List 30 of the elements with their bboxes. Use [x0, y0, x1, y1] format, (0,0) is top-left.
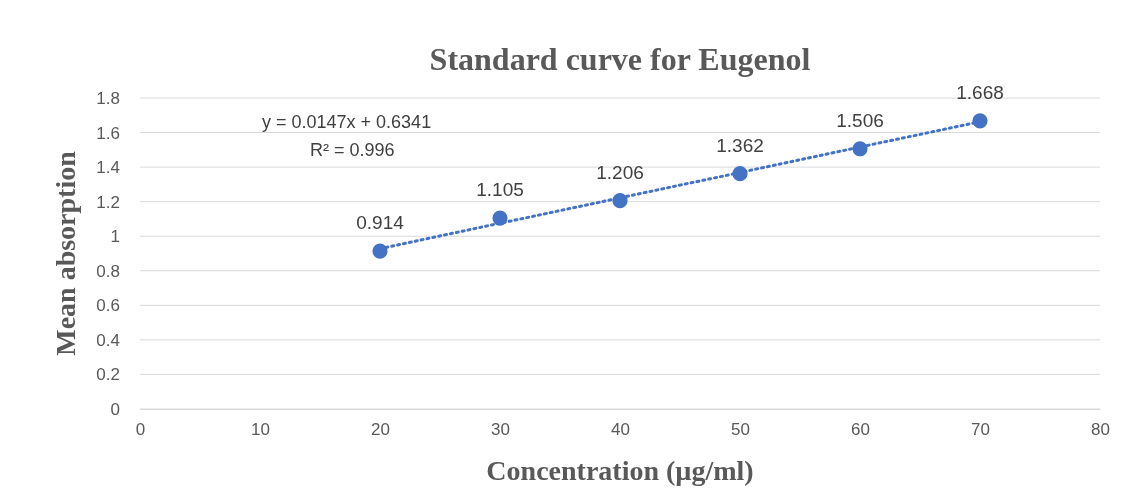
x-tick-label: 50 — [731, 420, 750, 440]
chart-title: Standard curve for Eugenol — [429, 41, 811, 77]
x-tick-label: 70 — [971, 420, 990, 440]
x-tick-label: 40 — [611, 420, 630, 440]
x-tick-label: 10 — [251, 420, 270, 440]
y-tick-label: 0.6 — [96, 296, 120, 316]
y-tick-label: 1.6 — [96, 123, 120, 143]
y-tick-label: 1.8 — [96, 88, 120, 108]
y-tick-label: 1 — [110, 227, 120, 247]
y-axis-title: Mean absorption — [50, 150, 81, 356]
y-tick-label: 1.4 — [96, 158, 120, 178]
annotation: R² = 0.996 — [310, 140, 395, 160]
data-label: 1.105 — [476, 179, 524, 201]
x-tick-label: 80 — [1091, 420, 1110, 440]
x-tick-label: 20 — [371, 420, 390, 440]
y-tick-label: 0.4 — [96, 330, 120, 350]
x-axis-title: Concentration (µg/ml) — [486, 455, 754, 486]
annotation: y = 0.0147x + 0.6341 — [262, 112, 432, 132]
y-tick-label: 0.2 — [96, 365, 120, 385]
x-tick-label: 30 — [491, 420, 510, 440]
data-label: 1.362 — [716, 134, 764, 156]
y-tick-label: 0.8 — [96, 261, 120, 281]
y-tick-label: 0 — [110, 399, 120, 419]
x-tick-label: 0 — [135, 420, 146, 440]
data-label: 0.914 — [356, 212, 405, 234]
data-label: 1.668 — [956, 81, 1004, 103]
data-label: 1.506 — [836, 109, 884, 131]
data-label: 1.206 — [596, 161, 644, 183]
x-tick-label: 60 — [851, 420, 870, 440]
y-tick-label: 1.2 — [96, 192, 120, 212]
